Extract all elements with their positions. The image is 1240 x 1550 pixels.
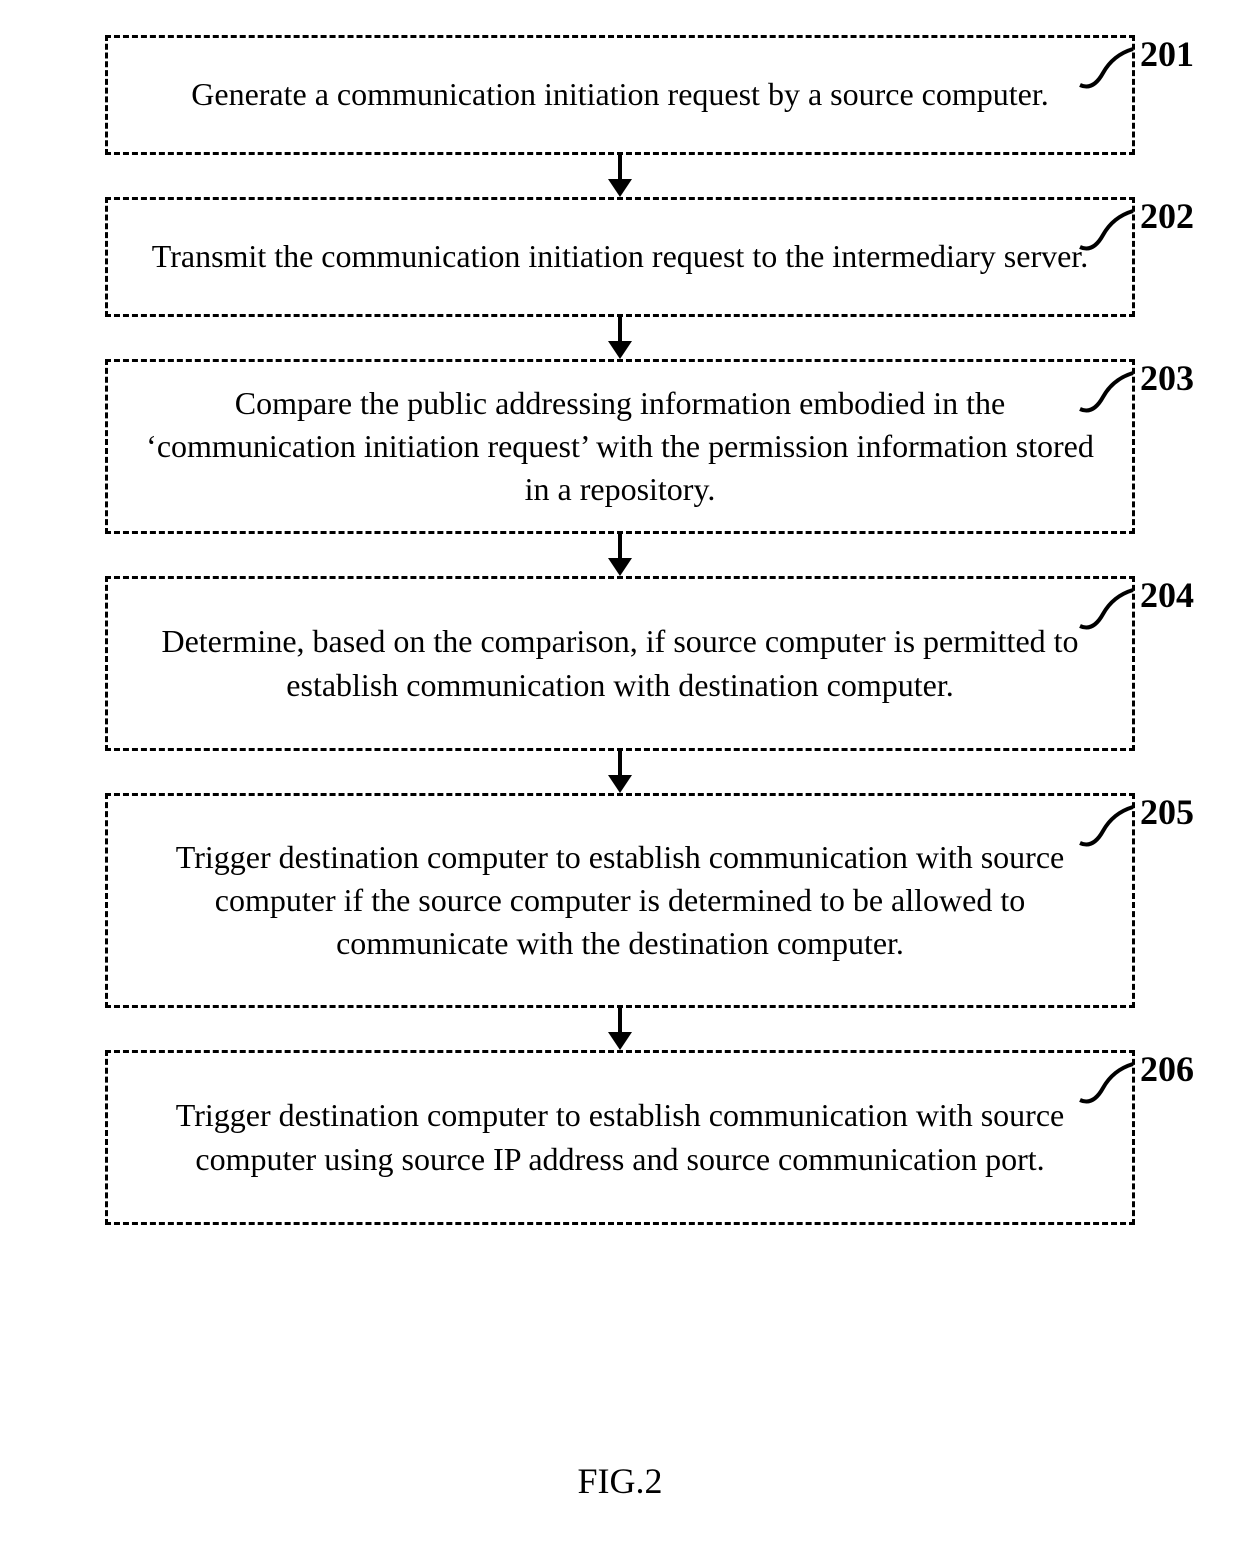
flow-connector (105, 1008, 1135, 1050)
flow-step-text: Trigger destination computer to establis… (138, 1094, 1102, 1180)
ref-leader-203 (1078, 367, 1138, 417)
flow-step-206: Trigger destination computer to establis… (105, 1050, 1135, 1225)
flow-connector (105, 317, 1135, 359)
figure-caption: FIG.2 (0, 1460, 1240, 1502)
flow-step-202: Transmit the communication initiation re… (105, 197, 1135, 317)
flow-step-text: Compare the public addressing informatio… (138, 382, 1102, 512)
flowchart-container: Generate a communication initiation requ… (50, 35, 1190, 1225)
ref-leader-206 (1078, 1058, 1138, 1108)
flow-step-text: Determine, based on the comparison, if s… (138, 620, 1102, 706)
ref-leader-202 (1078, 205, 1138, 255)
ref-number-203: 203 (1140, 357, 1194, 399)
flow-step-204: Determine, based on the comparison, if s… (105, 576, 1135, 751)
ref-number-204: 204 (1140, 574, 1194, 616)
ref-number-205: 205 (1140, 791, 1194, 833)
flow-step-201: Generate a communication initiation requ… (105, 35, 1135, 155)
ref-number-201: 201 (1140, 33, 1194, 75)
flow-step-text: Generate a communication initiation requ… (191, 73, 1048, 116)
flow-step-text: Trigger destination computer to establis… (138, 836, 1102, 966)
flow-step-text: Transmit the communication initiation re… (152, 235, 1088, 278)
ref-leader-201 (1078, 43, 1138, 93)
flow-connector (105, 155, 1135, 197)
flow-connector (105, 751, 1135, 793)
flow-step-203: Compare the public addressing informatio… (105, 359, 1135, 534)
flow-step-205: Trigger destination computer to establis… (105, 793, 1135, 1008)
flow-connector (105, 534, 1135, 576)
ref-leader-204 (1078, 584, 1138, 634)
ref-leader-205 (1078, 801, 1138, 851)
ref-number-206: 206 (1140, 1048, 1194, 1090)
ref-number-202: 202 (1140, 195, 1194, 237)
